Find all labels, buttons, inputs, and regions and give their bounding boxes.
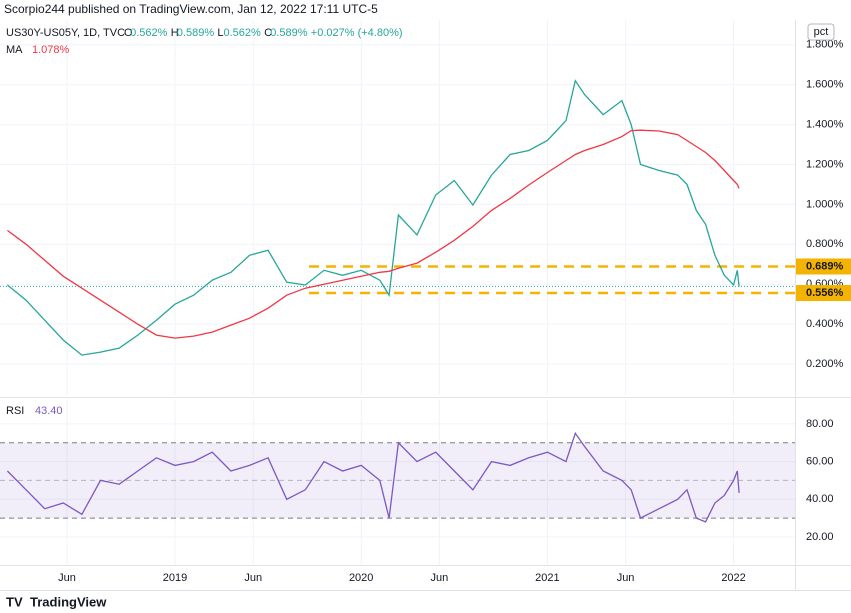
ma-name: MA <box>6 44 23 56</box>
y-tick-label: 0.400% <box>806 318 844 330</box>
ohlc-key: C <box>264 27 272 39</box>
ohlc-value: 0.589% <box>270 27 308 39</box>
publisher: Scorpio244 published on TradingView.com,… <box>4 2 378 16</box>
y-tick-label: 0.200% <box>806 358 844 370</box>
level-label: 0.689% <box>806 260 844 272</box>
level-label: 0.556% <box>806 287 844 299</box>
brand-logo: TV <box>6 594 23 609</box>
ohlc-key: O <box>124 27 133 39</box>
ohlc-value: 0.589% <box>177 27 215 39</box>
x-tick-label: 2022 <box>721 572 745 584</box>
y-tick-label: 0.800% <box>806 238 844 250</box>
ma-value: 1.078% <box>32 44 70 56</box>
rsi-value: 43.40 <box>35 405 63 417</box>
y-tick-label: 1.400% <box>806 118 844 130</box>
x-tick-label: Jun <box>431 572 449 584</box>
x-tick-label: 2020 <box>349 572 373 584</box>
change: +0.027% (+4.80%) <box>311 27 403 39</box>
x-tick-label: Jun <box>58 572 76 584</box>
ohlc-key: H <box>171 27 179 39</box>
y-tick-label: 1.200% <box>806 158 844 170</box>
y-tick-label: 80.00 <box>806 418 834 430</box>
brand: TradingView <box>30 594 107 609</box>
axis-unit: pct <box>814 26 829 38</box>
ohlc-value: 0.562% <box>130 27 168 39</box>
x-tick-label: 2021 <box>535 572 559 584</box>
y-tick-label: 60.00 <box>806 455 834 467</box>
y-tick-label: 40.00 <box>806 493 834 505</box>
y-tick-label: 1.000% <box>806 198 844 210</box>
unit-box <box>807 23 835 41</box>
y-tick-label: 1.800% <box>806 39 844 51</box>
series-line <box>6 79 740 356</box>
x-tick-label: Jun <box>244 572 262 584</box>
x-tick-label: 2019 <box>163 572 187 584</box>
rsi-name: RSI <box>6 405 24 417</box>
y-tick-label: 20.00 <box>806 531 834 543</box>
level-label-box <box>796 285 851 302</box>
level-label-box <box>796 258 851 275</box>
series-line <box>7 129 740 339</box>
series-line <box>6 431 740 523</box>
y-tick-label: 1.600% <box>806 79 844 91</box>
symbol: US30Y-US05Y, 1D, TVC <box>6 27 125 39</box>
ohlc-key: L <box>217 27 223 39</box>
ohlc-value: 0.562% <box>224 27 262 39</box>
x-tick-label: Jun <box>617 572 635 584</box>
